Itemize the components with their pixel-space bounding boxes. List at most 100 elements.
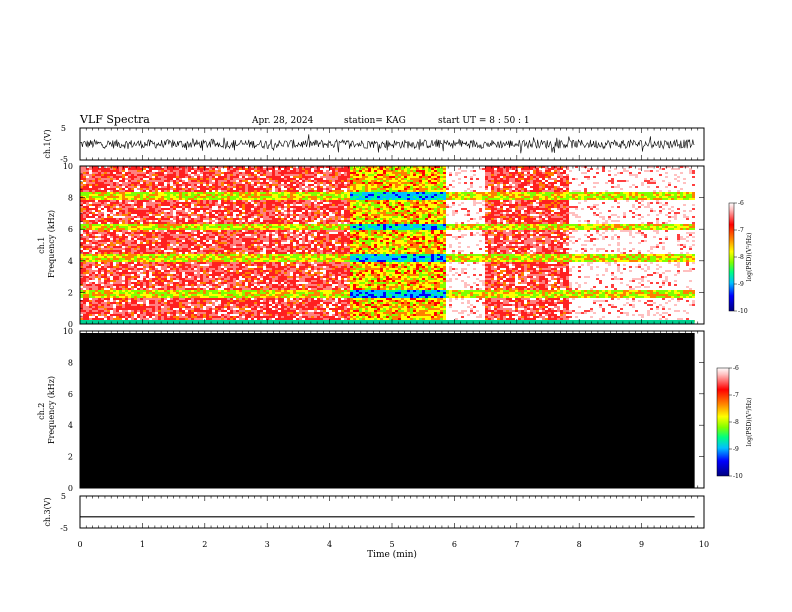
spectrogram-cell bbox=[137, 268, 140, 270]
spectrogram-cell bbox=[200, 186, 203, 188]
spectrogram-cell bbox=[224, 288, 227, 290]
spectrogram-cell bbox=[122, 310, 125, 312]
spectrogram-cell bbox=[224, 222, 227, 224]
spectrogram-cell bbox=[194, 266, 197, 268]
spectrogram-cell bbox=[122, 290, 125, 292]
spectrogram-cell bbox=[269, 196, 272, 198]
spectrogram-cell bbox=[233, 266, 236, 268]
spectrogram-cell bbox=[104, 250, 107, 252]
spectrogram-cell bbox=[248, 166, 251, 168]
spectrogram-cell bbox=[233, 180, 236, 182]
spectrogram-cell bbox=[176, 242, 179, 244]
spectrogram-cell bbox=[272, 200, 275, 202]
spectrogram-cell bbox=[239, 184, 242, 186]
spectrogram-cell bbox=[224, 248, 227, 250]
spectrogram-cell bbox=[89, 198, 92, 200]
spectrogram-cell bbox=[230, 206, 233, 208]
spectrogram-cell bbox=[218, 194, 221, 196]
spectrogram-cell bbox=[143, 308, 146, 310]
spectrogram-cell bbox=[173, 202, 176, 204]
spectrogram-cell bbox=[260, 266, 263, 268]
spectrogram-cell bbox=[179, 228, 182, 230]
spectrogram-cell bbox=[119, 228, 122, 230]
spectrogram-cell bbox=[176, 228, 179, 230]
spectrogram-cell bbox=[188, 196, 191, 198]
spectrogram-cell bbox=[101, 224, 104, 226]
spectrogram-cell bbox=[188, 280, 191, 282]
spectrogram-cell bbox=[140, 298, 143, 300]
spectrogram-cell bbox=[185, 304, 188, 306]
spectrogram-cell bbox=[248, 194, 251, 196]
spectrogram-cell bbox=[110, 240, 113, 242]
spectrogram-cell bbox=[158, 312, 161, 314]
spectrogram-cell bbox=[263, 178, 266, 180]
spectrogram-cell bbox=[278, 226, 281, 228]
spectrogram-cell bbox=[227, 260, 230, 262]
spectrogram-cell bbox=[281, 234, 284, 236]
spectrogram-cell bbox=[179, 296, 182, 298]
spectrogram-cell bbox=[206, 194, 209, 196]
spectrogram-cell bbox=[86, 264, 89, 266]
spectrogram-cell bbox=[152, 258, 155, 260]
spectrogram-cell bbox=[113, 204, 116, 206]
spectrogram-cell bbox=[143, 264, 146, 266]
spectrogram-cell bbox=[92, 308, 95, 310]
spectrogram-cell bbox=[119, 258, 122, 260]
spectrogram-cell bbox=[143, 262, 146, 264]
spectrogram-cell bbox=[125, 306, 128, 308]
spectrogram-cell bbox=[272, 196, 275, 198]
spectrogram-cell bbox=[125, 172, 128, 174]
spectrogram-cell bbox=[257, 282, 260, 284]
spectrogram-cell bbox=[149, 250, 152, 252]
spectrogram-cell bbox=[215, 260, 218, 262]
spectrogram-cell bbox=[146, 208, 149, 210]
spectrogram-cell bbox=[173, 256, 176, 258]
spectrogram-cell bbox=[89, 248, 92, 250]
spectrogram-cell bbox=[107, 256, 110, 258]
spectrogram-cell bbox=[269, 264, 272, 266]
spectrogram-cell bbox=[197, 190, 200, 192]
spectrogram-cell bbox=[266, 212, 269, 214]
spectrogram-cell bbox=[221, 178, 224, 180]
spectrogram-cell bbox=[179, 276, 182, 278]
spectrogram-cell bbox=[263, 262, 266, 264]
spectrogram-cell bbox=[206, 252, 209, 254]
spectrogram-cell bbox=[125, 286, 128, 288]
spectrogram-cell bbox=[203, 250, 206, 252]
spectrogram-cell bbox=[167, 182, 170, 184]
spectrogram-cell bbox=[227, 204, 230, 206]
spectrogram-cell bbox=[167, 316, 170, 318]
spectrogram-cell bbox=[146, 240, 149, 242]
spectrogram-cell bbox=[260, 280, 263, 282]
spectrogram-cell bbox=[143, 254, 146, 256]
spectrogram-cell bbox=[182, 284, 185, 286]
spectrogram-cell bbox=[176, 166, 179, 168]
spectrogram-cell bbox=[146, 238, 149, 240]
spectrogram-cell bbox=[134, 274, 137, 276]
spectrogram-cell bbox=[158, 284, 161, 286]
spectrogram-cell bbox=[170, 256, 173, 258]
spectrogram-cell bbox=[119, 246, 122, 248]
spectrogram-cell bbox=[260, 282, 263, 284]
spectrogram-cell bbox=[278, 206, 281, 208]
spectrogram-cell bbox=[278, 292, 281, 294]
spectrogram-cell bbox=[254, 220, 257, 222]
spectrogram-cell bbox=[131, 304, 134, 306]
spectrogram-cell bbox=[260, 286, 263, 288]
spectrogram-cell bbox=[278, 244, 281, 246]
spectrogram-cell bbox=[254, 200, 257, 202]
spectrogram-cell bbox=[230, 228, 233, 230]
spectrogram-cell bbox=[257, 236, 260, 238]
spectrogram-cell bbox=[113, 284, 116, 286]
spectrogram-cell bbox=[113, 282, 116, 284]
spectrogram-cell bbox=[164, 304, 167, 306]
spectrogram-cell bbox=[83, 218, 86, 220]
spectrogram-cell bbox=[122, 184, 125, 186]
spectrogram-cell bbox=[89, 308, 92, 310]
spectrogram-cell bbox=[158, 302, 161, 304]
spectrogram-cell bbox=[266, 250, 269, 252]
spectrogram-cell bbox=[281, 314, 284, 316]
spectrogram-cell bbox=[263, 210, 266, 212]
spectrogram-cell bbox=[110, 292, 113, 294]
spectrogram-cell bbox=[242, 262, 245, 264]
